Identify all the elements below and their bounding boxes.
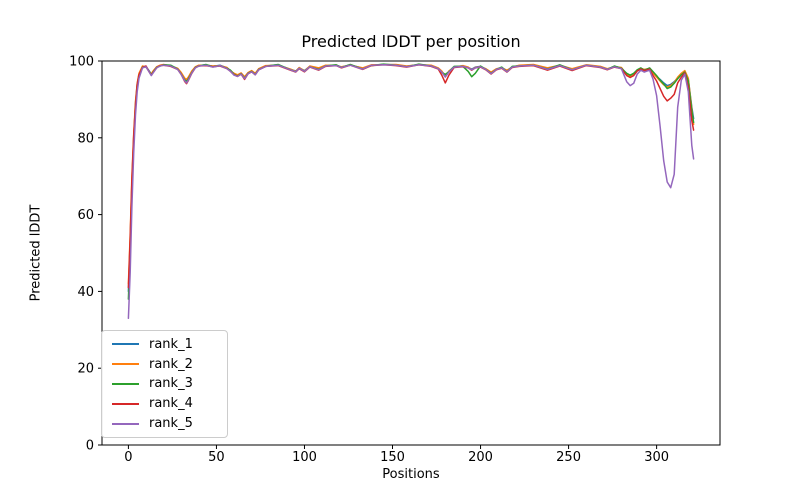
legend-line-sample-icon: [112, 382, 139, 385]
y-axis-label: Predicted lDDT: [28, 204, 44, 302]
x-tick-label: 300: [644, 450, 669, 465]
legend-line-sample-icon: [112, 422, 139, 425]
legend-label: rank_3: [149, 376, 193, 392]
legend-label: rank_5: [149, 416, 193, 432]
x-tick-label: 150: [380, 450, 405, 465]
x-tick-label: 0: [124, 450, 132, 465]
y-tick-label: 80: [77, 131, 94, 146]
x-tick-label: 200: [468, 450, 493, 465]
plot-spines: [101, 60, 721, 446]
legend-item: rank_5: [102, 414, 227, 433]
y-tick-label: 60: [77, 208, 94, 223]
y-tick-label: 20: [77, 362, 94, 377]
series-line-rank_3: [127, 63, 695, 300]
series-line-rank_1: [127, 63, 695, 293]
legend-item: rank_2: [102, 355, 227, 374]
y-tick-label: 100: [69, 55, 94, 70]
x-tick-label: 100: [292, 450, 317, 465]
legend-item: rank_4: [102, 394, 227, 413]
y-tick-label: 0: [86, 439, 94, 454]
legend-item: rank_3: [102, 374, 227, 393]
legend-line-sample-icon: [112, 343, 139, 346]
legend-item: rank_1: [102, 335, 227, 354]
legend: rank_1 rank_2 rank_3 rank_4 rank_5: [101, 330, 228, 438]
x-tick-label: 250: [556, 450, 581, 465]
x-tick-label: 50: [208, 450, 225, 465]
series-line-rank_4: [127, 64, 695, 289]
legend-label: rank_4: [149, 396, 193, 412]
series-line-rank_5: [127, 64, 695, 320]
chart-title: Predicted lDDT per position: [301, 32, 521, 51]
legend-line-sample-icon: [112, 402, 139, 405]
legend-label: rank_2: [149, 356, 193, 372]
legend-line-sample-icon: [112, 363, 139, 366]
y-tick-label: 40: [77, 285, 94, 300]
x-axis-label: Positions: [382, 467, 440, 482]
legend-label: rank_1: [149, 336, 193, 352]
series-line-rank_2: [127, 63, 695, 285]
